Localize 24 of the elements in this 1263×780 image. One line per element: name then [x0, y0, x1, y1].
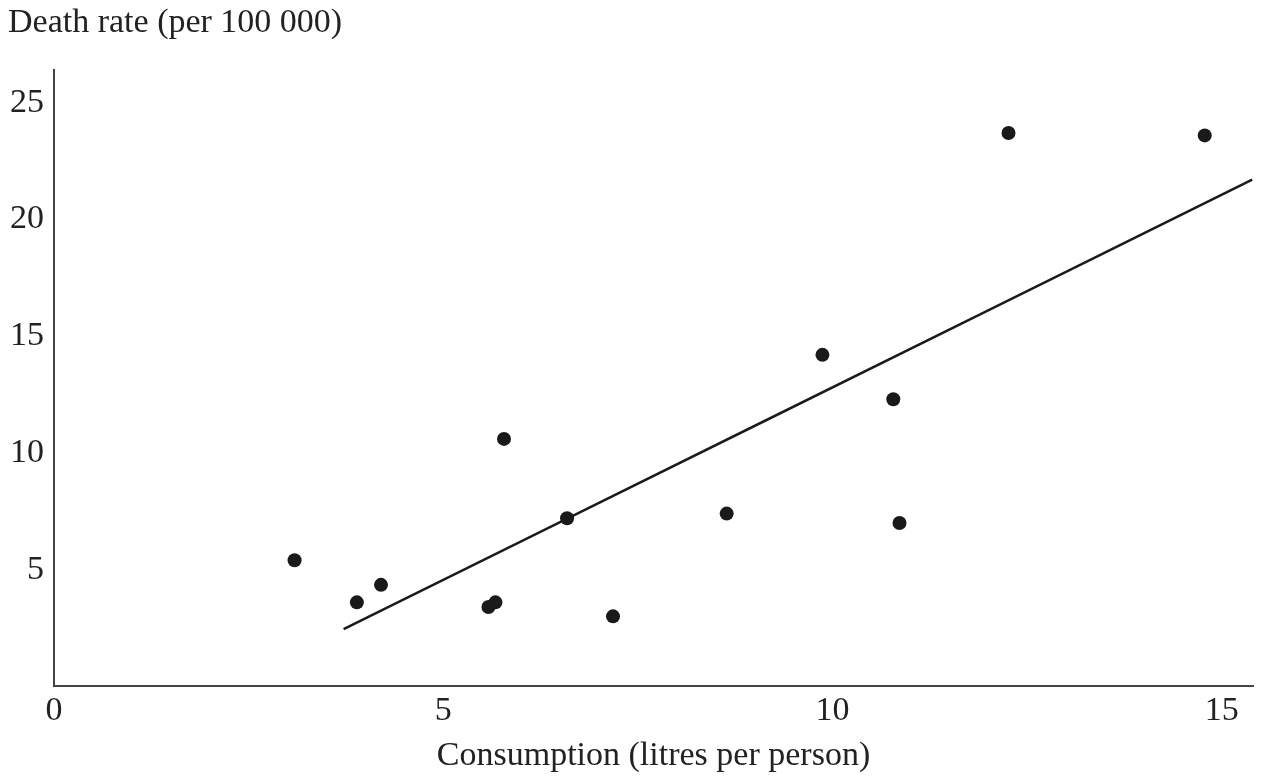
y-axis-title: Death rate (per 100 000) [8, 1, 343, 40]
point [349, 595, 364, 610]
point [374, 577, 388, 592]
point [497, 431, 512, 446]
x-axis-title: Consumption (litres per person) [436, 734, 871, 773]
point [815, 347, 830, 362]
x-tick-label: 0 [45, 689, 63, 727]
x-tick-label: 15 [1204, 689, 1239, 727]
point [287, 553, 302, 568]
y-tick-label: 10 [10, 431, 44, 469]
point [1001, 126, 1016, 141]
x-tick-label: 5 [434, 689, 452, 727]
point [1197, 128, 1212, 143]
y-tick-label: 5 [27, 548, 44, 586]
x-tick-label: 10 [815, 689, 850, 727]
point [719, 506, 734, 521]
y-tick-label: 20 [10, 198, 44, 236]
y-tick-label: 25 [10, 81, 44, 119]
point [606, 609, 621, 624]
y-tick-label: 15 [10, 315, 44, 353]
point [488, 595, 503, 610]
point [892, 515, 907, 530]
point [560, 511, 575, 526]
point [886, 392, 901, 407]
